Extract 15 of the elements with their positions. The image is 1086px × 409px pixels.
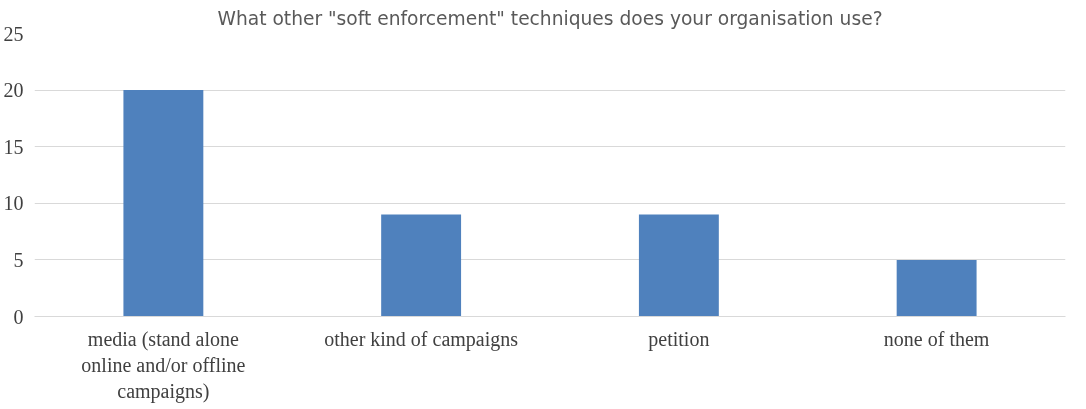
y-tick-label: 15 <box>3 135 24 158</box>
x-tick-label: media (stand alone online and/or offline campaigns) <box>81 327 246 404</box>
x-tick-label: petition <box>648 327 710 351</box>
y-tick-label: 25 <box>3 22 24 45</box>
bar <box>381 214 462 317</box>
bar <box>896 259 977 317</box>
y-tick-label: 20 <box>3 79 24 102</box>
x-tick-label: other kind of campaigns <box>324 327 519 351</box>
chart-title: What other "soft enforcement" techniques does your organisation use? <box>217 7 883 29</box>
y-tick-label: 5 <box>13 248 24 271</box>
y-tick-label: 10 <box>3 192 24 215</box>
bar <box>638 214 719 317</box>
x-tick-label: none of them <box>883 327 990 350</box>
y-tick-label: 0 <box>13 305 24 328</box>
bar <box>123 90 204 317</box>
